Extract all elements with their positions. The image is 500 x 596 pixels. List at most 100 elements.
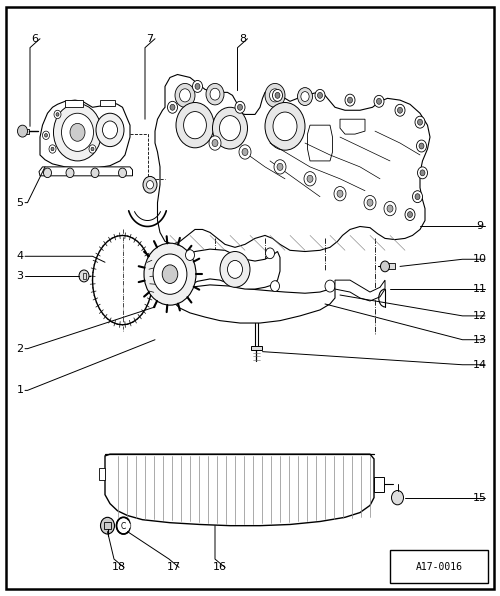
- Text: 2: 2: [16, 344, 24, 353]
- Circle shape: [170, 104, 175, 110]
- Circle shape: [345, 94, 355, 106]
- Circle shape: [162, 265, 178, 284]
- Circle shape: [175, 83, 195, 107]
- Circle shape: [242, 148, 248, 156]
- Text: 3: 3: [16, 271, 24, 281]
- Polygon shape: [388, 263, 395, 269]
- Circle shape: [266, 248, 274, 259]
- Polygon shape: [374, 477, 384, 492]
- Circle shape: [325, 280, 335, 292]
- Circle shape: [153, 254, 187, 294]
- Circle shape: [228, 260, 242, 278]
- Circle shape: [380, 261, 390, 272]
- Circle shape: [212, 139, 218, 147]
- Polygon shape: [340, 119, 365, 134]
- Polygon shape: [174, 285, 335, 323]
- Circle shape: [348, 97, 352, 103]
- Circle shape: [51, 147, 54, 151]
- Circle shape: [195, 83, 200, 89]
- Circle shape: [304, 172, 316, 186]
- Circle shape: [298, 88, 312, 105]
- Circle shape: [91, 147, 94, 151]
- Circle shape: [419, 143, 424, 149]
- Circle shape: [144, 243, 196, 305]
- Circle shape: [315, 89, 325, 101]
- Circle shape: [44, 168, 52, 178]
- Circle shape: [275, 92, 280, 98]
- Circle shape: [18, 125, 28, 137]
- Circle shape: [184, 111, 206, 139]
- Polygon shape: [174, 249, 280, 289]
- Circle shape: [91, 168, 99, 178]
- Polygon shape: [100, 100, 115, 106]
- Circle shape: [415, 116, 425, 128]
- Circle shape: [418, 119, 422, 125]
- Polygon shape: [39, 167, 132, 176]
- Circle shape: [100, 517, 114, 534]
- Polygon shape: [104, 522, 111, 529]
- Text: 18: 18: [112, 563, 126, 572]
- Circle shape: [143, 176, 157, 193]
- Circle shape: [70, 123, 85, 141]
- Circle shape: [235, 101, 245, 113]
- Circle shape: [265, 103, 305, 150]
- Circle shape: [416, 140, 426, 152]
- Circle shape: [180, 89, 190, 102]
- Text: 11: 11: [473, 284, 487, 294]
- Polygon shape: [24, 129, 29, 134]
- Circle shape: [387, 205, 393, 212]
- Circle shape: [176, 103, 214, 148]
- Text: 16: 16: [213, 563, 227, 572]
- Text: 14: 14: [473, 360, 487, 370]
- Circle shape: [186, 250, 194, 260]
- Bar: [390, 550, 488, 583]
- Text: 5: 5: [16, 198, 24, 207]
- Circle shape: [209, 136, 221, 150]
- Circle shape: [367, 199, 373, 206]
- Circle shape: [364, 195, 376, 210]
- Circle shape: [272, 89, 282, 101]
- Circle shape: [270, 89, 280, 102]
- Circle shape: [418, 167, 428, 179]
- Circle shape: [62, 113, 94, 151]
- Circle shape: [54, 110, 61, 119]
- Polygon shape: [99, 468, 105, 480]
- Text: 4: 4: [16, 252, 24, 261]
- Circle shape: [44, 134, 48, 137]
- Circle shape: [212, 107, 248, 149]
- Circle shape: [56, 113, 59, 116]
- Circle shape: [220, 116, 240, 141]
- Circle shape: [146, 181, 154, 189]
- Polygon shape: [251, 346, 262, 350]
- Circle shape: [168, 101, 177, 113]
- Circle shape: [412, 191, 422, 203]
- Circle shape: [220, 252, 250, 287]
- Polygon shape: [335, 280, 385, 301]
- Circle shape: [398, 107, 402, 113]
- Circle shape: [334, 187, 346, 201]
- Circle shape: [376, 98, 382, 104]
- Circle shape: [301, 92, 309, 101]
- Text: 15: 15: [473, 493, 487, 502]
- Circle shape: [49, 145, 56, 153]
- Circle shape: [420, 170, 425, 176]
- Circle shape: [318, 92, 322, 98]
- Polygon shape: [40, 100, 130, 168]
- Circle shape: [96, 113, 124, 147]
- Text: 12: 12: [473, 311, 487, 321]
- Circle shape: [408, 212, 412, 218]
- Circle shape: [89, 145, 96, 153]
- Text: 13: 13: [473, 335, 487, 344]
- Polygon shape: [65, 100, 82, 107]
- Circle shape: [238, 104, 242, 110]
- Circle shape: [277, 163, 283, 170]
- Circle shape: [79, 270, 89, 282]
- Circle shape: [102, 121, 118, 139]
- Polygon shape: [155, 74, 430, 252]
- Polygon shape: [124, 521, 130, 530]
- Circle shape: [374, 95, 384, 107]
- Circle shape: [274, 160, 286, 174]
- Circle shape: [42, 131, 50, 139]
- Circle shape: [265, 83, 285, 107]
- Text: 10: 10: [473, 254, 487, 264]
